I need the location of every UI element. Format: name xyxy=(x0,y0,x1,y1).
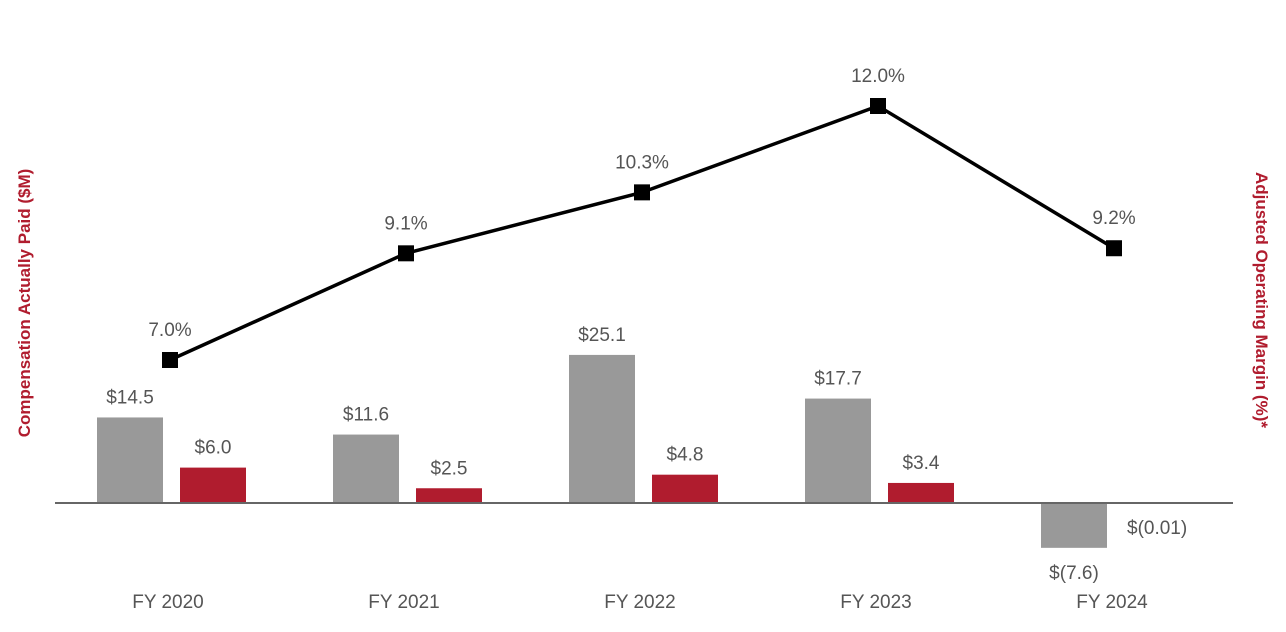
margin-line xyxy=(169,104,1115,362)
x-tick-label: FY 2022 xyxy=(604,592,675,613)
x-tick-labels-group: FY 2020 FY 2021 FY 2022 FY 2023 FY 2024 xyxy=(132,592,1148,613)
margin-line-group: 7.0% 9.1% 10.3% 12.0% 9.2% xyxy=(148,66,1136,368)
margin-point-marker xyxy=(870,98,886,114)
bar-value-label: $(7.6) xyxy=(1049,563,1099,584)
bar-series-1-fy-2024 xyxy=(1041,503,1107,548)
margin-value-label: 7.0% xyxy=(148,320,191,341)
margin-value-label: 9.2% xyxy=(1092,208,1135,229)
bar-series-1-fy-2023 xyxy=(805,398,871,503)
bar-value-label: $3.4 xyxy=(903,453,940,474)
bar-series-2-fy-2020 xyxy=(180,467,246,503)
bar-series-2-fy-2023 xyxy=(888,482,954,503)
y-axis-right-title: Adjusted Operating Margin (%)* xyxy=(1252,172,1271,428)
bars-group xyxy=(97,354,1190,548)
bar-value-label: $2.5 xyxy=(431,458,468,479)
margin-point-marker xyxy=(162,352,178,368)
bar-series-2-fy-2021 xyxy=(416,488,482,503)
x-tick-label: FY 2024 xyxy=(1076,592,1148,613)
bar-series-2-fy-2022 xyxy=(652,474,718,503)
margin-point-marker xyxy=(1106,240,1122,257)
margin-point-marker xyxy=(398,245,414,262)
margin-value-label: 12.0% xyxy=(851,66,905,87)
bar-value-label: $(0.01) xyxy=(1127,518,1187,539)
bar-value-label: $4.8 xyxy=(667,445,704,466)
margin-value-label: 10.3% xyxy=(615,152,669,173)
bar-value-label: $17.7 xyxy=(814,369,862,390)
x-tick-label: FY 2023 xyxy=(840,592,911,613)
bar-value-label: $14.5 xyxy=(106,387,154,408)
bar-value-label: $25.1 xyxy=(578,325,626,346)
bar-labels-group: $14.5 $6.0 $11.6 $2.5 $25.1 $4.8 $17.7 $3.4 $(7.… xyxy=(106,325,1187,584)
x-tick-label: FY 2021 xyxy=(368,592,439,613)
bar-series-1-fy-2021 xyxy=(333,434,399,503)
bar-series-1-fy-2022 xyxy=(569,354,635,503)
bar-value-label: $6.0 xyxy=(195,438,232,459)
x-tick-label: FY 2020 xyxy=(132,592,203,613)
bar-series-1-fy-2020 xyxy=(97,417,163,503)
y-axis-left-title: Compensation Actually Paid ($M) xyxy=(15,169,34,438)
margin-value-label: 9.1% xyxy=(384,213,427,234)
margin-point-marker xyxy=(634,184,650,201)
bar-value-label: $11.6 xyxy=(343,405,389,426)
